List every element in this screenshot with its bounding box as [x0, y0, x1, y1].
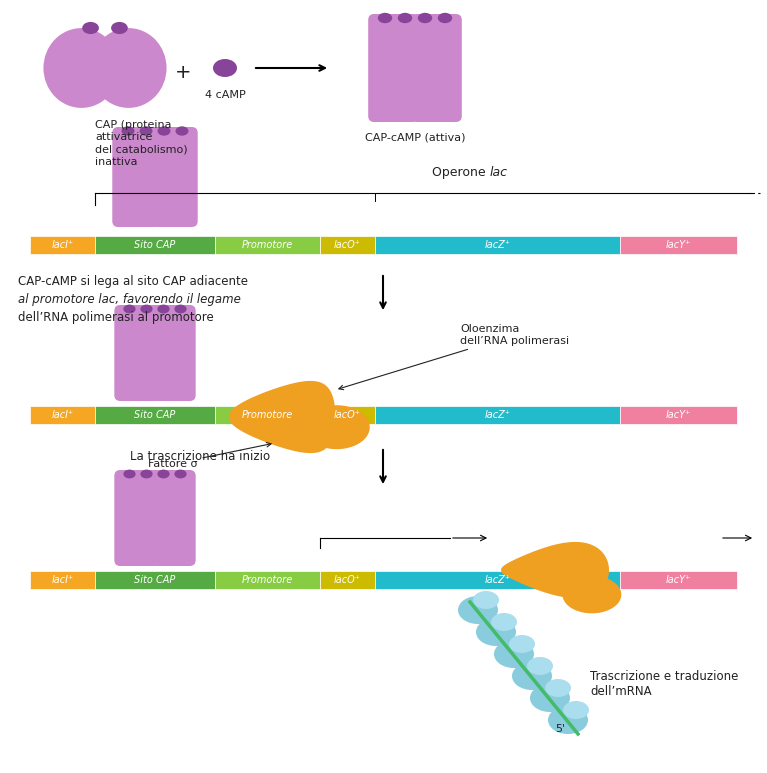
Bar: [30, 236, 95, 254]
Ellipse shape: [509, 635, 535, 653]
Text: Sito CAP: Sito CAP: [134, 240, 176, 250]
Bar: [375, 236, 620, 254]
Polygon shape: [502, 543, 608, 598]
Ellipse shape: [91, 28, 166, 108]
Text: lacZ⁺: lacZ⁺: [485, 410, 510, 420]
Ellipse shape: [123, 305, 136, 313]
Bar: [30, 406, 95, 424]
Ellipse shape: [563, 701, 589, 719]
Text: lacZ⁺: lacZ⁺: [485, 240, 510, 250]
Bar: [215, 571, 320, 589]
Text: CAP-cAMP si lega al sito CAP adiacente: CAP-cAMP si lega al sito CAP adiacente: [18, 275, 248, 288]
Ellipse shape: [398, 13, 412, 23]
Ellipse shape: [123, 469, 136, 478]
Bar: [215, 236, 320, 254]
Ellipse shape: [121, 126, 134, 136]
Ellipse shape: [545, 679, 571, 697]
Text: Promotore: Promotore: [242, 575, 293, 585]
Ellipse shape: [438, 13, 453, 23]
Ellipse shape: [157, 469, 170, 478]
Bar: [95, 236, 215, 254]
Text: dell’RNA polimerasi al promotore: dell’RNA polimerasi al promotore: [18, 311, 214, 324]
FancyBboxPatch shape: [114, 470, 159, 566]
Bar: [320, 571, 375, 589]
Text: Fattore σ: Fattore σ: [148, 442, 271, 469]
Text: Sito CAP: Sito CAP: [134, 410, 176, 420]
Text: 5': 5': [555, 724, 565, 734]
Text: lacY⁺: lacY⁺: [666, 575, 691, 585]
Bar: [375, 406, 620, 424]
Bar: [320, 236, 375, 254]
Text: Oloenzima
dell’RNA polimerasi: Oloenzima dell’RNA polimerasi: [339, 324, 569, 390]
Bar: [320, 406, 375, 424]
Ellipse shape: [530, 684, 570, 712]
Ellipse shape: [140, 305, 153, 313]
Polygon shape: [229, 382, 334, 452]
Ellipse shape: [140, 126, 153, 136]
Bar: [215, 406, 320, 424]
Polygon shape: [304, 406, 369, 448]
Text: Promotore: Promotore: [242, 410, 293, 420]
Ellipse shape: [473, 591, 499, 609]
Ellipse shape: [157, 126, 170, 136]
Bar: [620, 236, 737, 254]
Bar: [95, 406, 215, 424]
Ellipse shape: [548, 706, 588, 734]
Text: lacY⁺: lacY⁺: [666, 410, 691, 420]
Text: CAP (proteina
attivatrice
del catabolismo)
inattiva: CAP (proteina attivatrice del catabolism…: [95, 120, 188, 167]
Ellipse shape: [176, 126, 189, 136]
Ellipse shape: [512, 662, 552, 690]
Text: lacI⁺: lacI⁺: [51, 575, 74, 585]
Text: lacO⁺: lacO⁺: [334, 575, 361, 585]
Text: lacO⁺: lacO⁺: [334, 240, 361, 250]
Ellipse shape: [491, 613, 517, 631]
Ellipse shape: [494, 640, 534, 668]
FancyBboxPatch shape: [151, 127, 198, 227]
Text: La trascrizione ha inizio: La trascrizione ha inizio: [130, 450, 270, 463]
Ellipse shape: [111, 22, 128, 34]
Bar: [620, 406, 737, 424]
Bar: [95, 571, 215, 589]
Ellipse shape: [44, 28, 120, 108]
Text: 4 cAMP: 4 cAMP: [205, 90, 245, 100]
Text: lac: lac: [490, 166, 508, 179]
FancyBboxPatch shape: [151, 470, 196, 566]
Text: Sito CAP: Sito CAP: [134, 575, 176, 585]
Bar: [620, 571, 737, 589]
Ellipse shape: [418, 13, 432, 23]
Text: CAP-cAMP (attiva): CAP-cAMP (attiva): [365, 133, 466, 143]
Text: Promotore: Promotore: [242, 240, 293, 250]
Ellipse shape: [140, 469, 153, 478]
Ellipse shape: [527, 657, 553, 675]
Polygon shape: [563, 577, 621, 613]
Ellipse shape: [157, 305, 170, 313]
FancyBboxPatch shape: [411, 14, 462, 122]
Text: lacZ⁺: lacZ⁺: [485, 575, 510, 585]
Ellipse shape: [174, 305, 186, 313]
Text: lacY⁺: lacY⁺: [666, 240, 691, 250]
FancyBboxPatch shape: [112, 127, 159, 227]
Ellipse shape: [378, 13, 392, 23]
Text: Trascrizione e traduzione
dell’mRNA: Trascrizione e traduzione dell’mRNA: [590, 670, 739, 698]
Ellipse shape: [476, 618, 516, 646]
FancyBboxPatch shape: [151, 305, 196, 401]
Bar: [30, 571, 95, 589]
Ellipse shape: [458, 596, 498, 624]
Ellipse shape: [82, 22, 99, 34]
Text: lacI⁺: lacI⁺: [51, 240, 74, 250]
Text: Operone: Operone: [433, 166, 490, 179]
Text: al promotore lac, favorendo il legame: al promotore lac, favorendo il legame: [18, 293, 241, 306]
Ellipse shape: [213, 59, 237, 77]
Bar: [375, 571, 620, 589]
Ellipse shape: [174, 469, 186, 478]
Text: +: +: [175, 63, 191, 81]
FancyBboxPatch shape: [368, 14, 419, 122]
FancyBboxPatch shape: [114, 305, 159, 401]
Text: lacI⁺: lacI⁺: [51, 410, 74, 420]
Text: lacO⁺: lacO⁺: [334, 410, 361, 420]
